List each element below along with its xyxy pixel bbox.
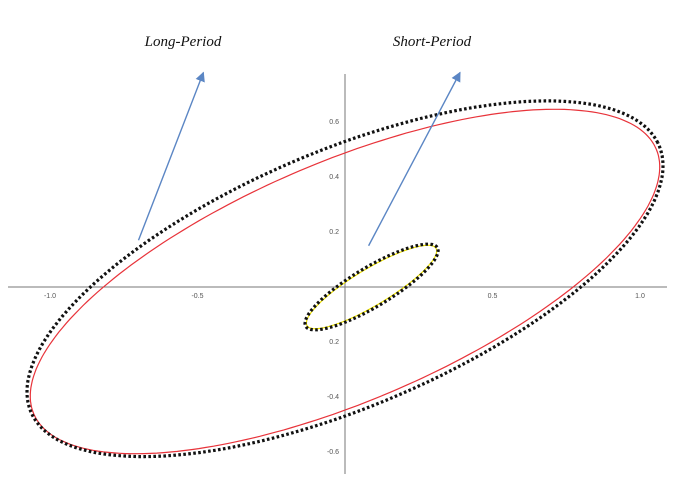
y-tick-label: -0.6 xyxy=(327,449,339,456)
y-tick-label: 0.4 xyxy=(329,174,339,181)
tick-labels: -1.0 -0.5 0.5 1.0 0.6 0.4 0.2 0.2 -0.4 -0.6 xyxy=(44,119,645,456)
long-period-curve-dotted xyxy=(25,99,665,459)
annotation-arrow xyxy=(137,71,205,241)
y-tick-label: 0.2 xyxy=(329,339,339,346)
x-tick-label: -0.5 xyxy=(191,293,203,300)
annotation-arrow xyxy=(367,71,461,247)
y-tick-label: -0.4 xyxy=(327,394,339,401)
long-period-label: Long-Period xyxy=(144,34,222,50)
series-layer xyxy=(25,99,665,459)
short-period-curve-dotted xyxy=(303,242,440,332)
y-tick-label: 0.6 xyxy=(329,119,339,126)
x-tick-label: 0.5 xyxy=(488,293,498,300)
short-period-label: Short-Period xyxy=(393,34,472,50)
x-tick-label: 1.0 xyxy=(635,293,645,300)
long-period-curve-red xyxy=(29,108,661,455)
x-tick-label: -1.0 xyxy=(44,293,56,300)
annotations: Long-Period Short-Period xyxy=(137,34,472,247)
y-tick-label: 0.2 xyxy=(329,229,339,236)
